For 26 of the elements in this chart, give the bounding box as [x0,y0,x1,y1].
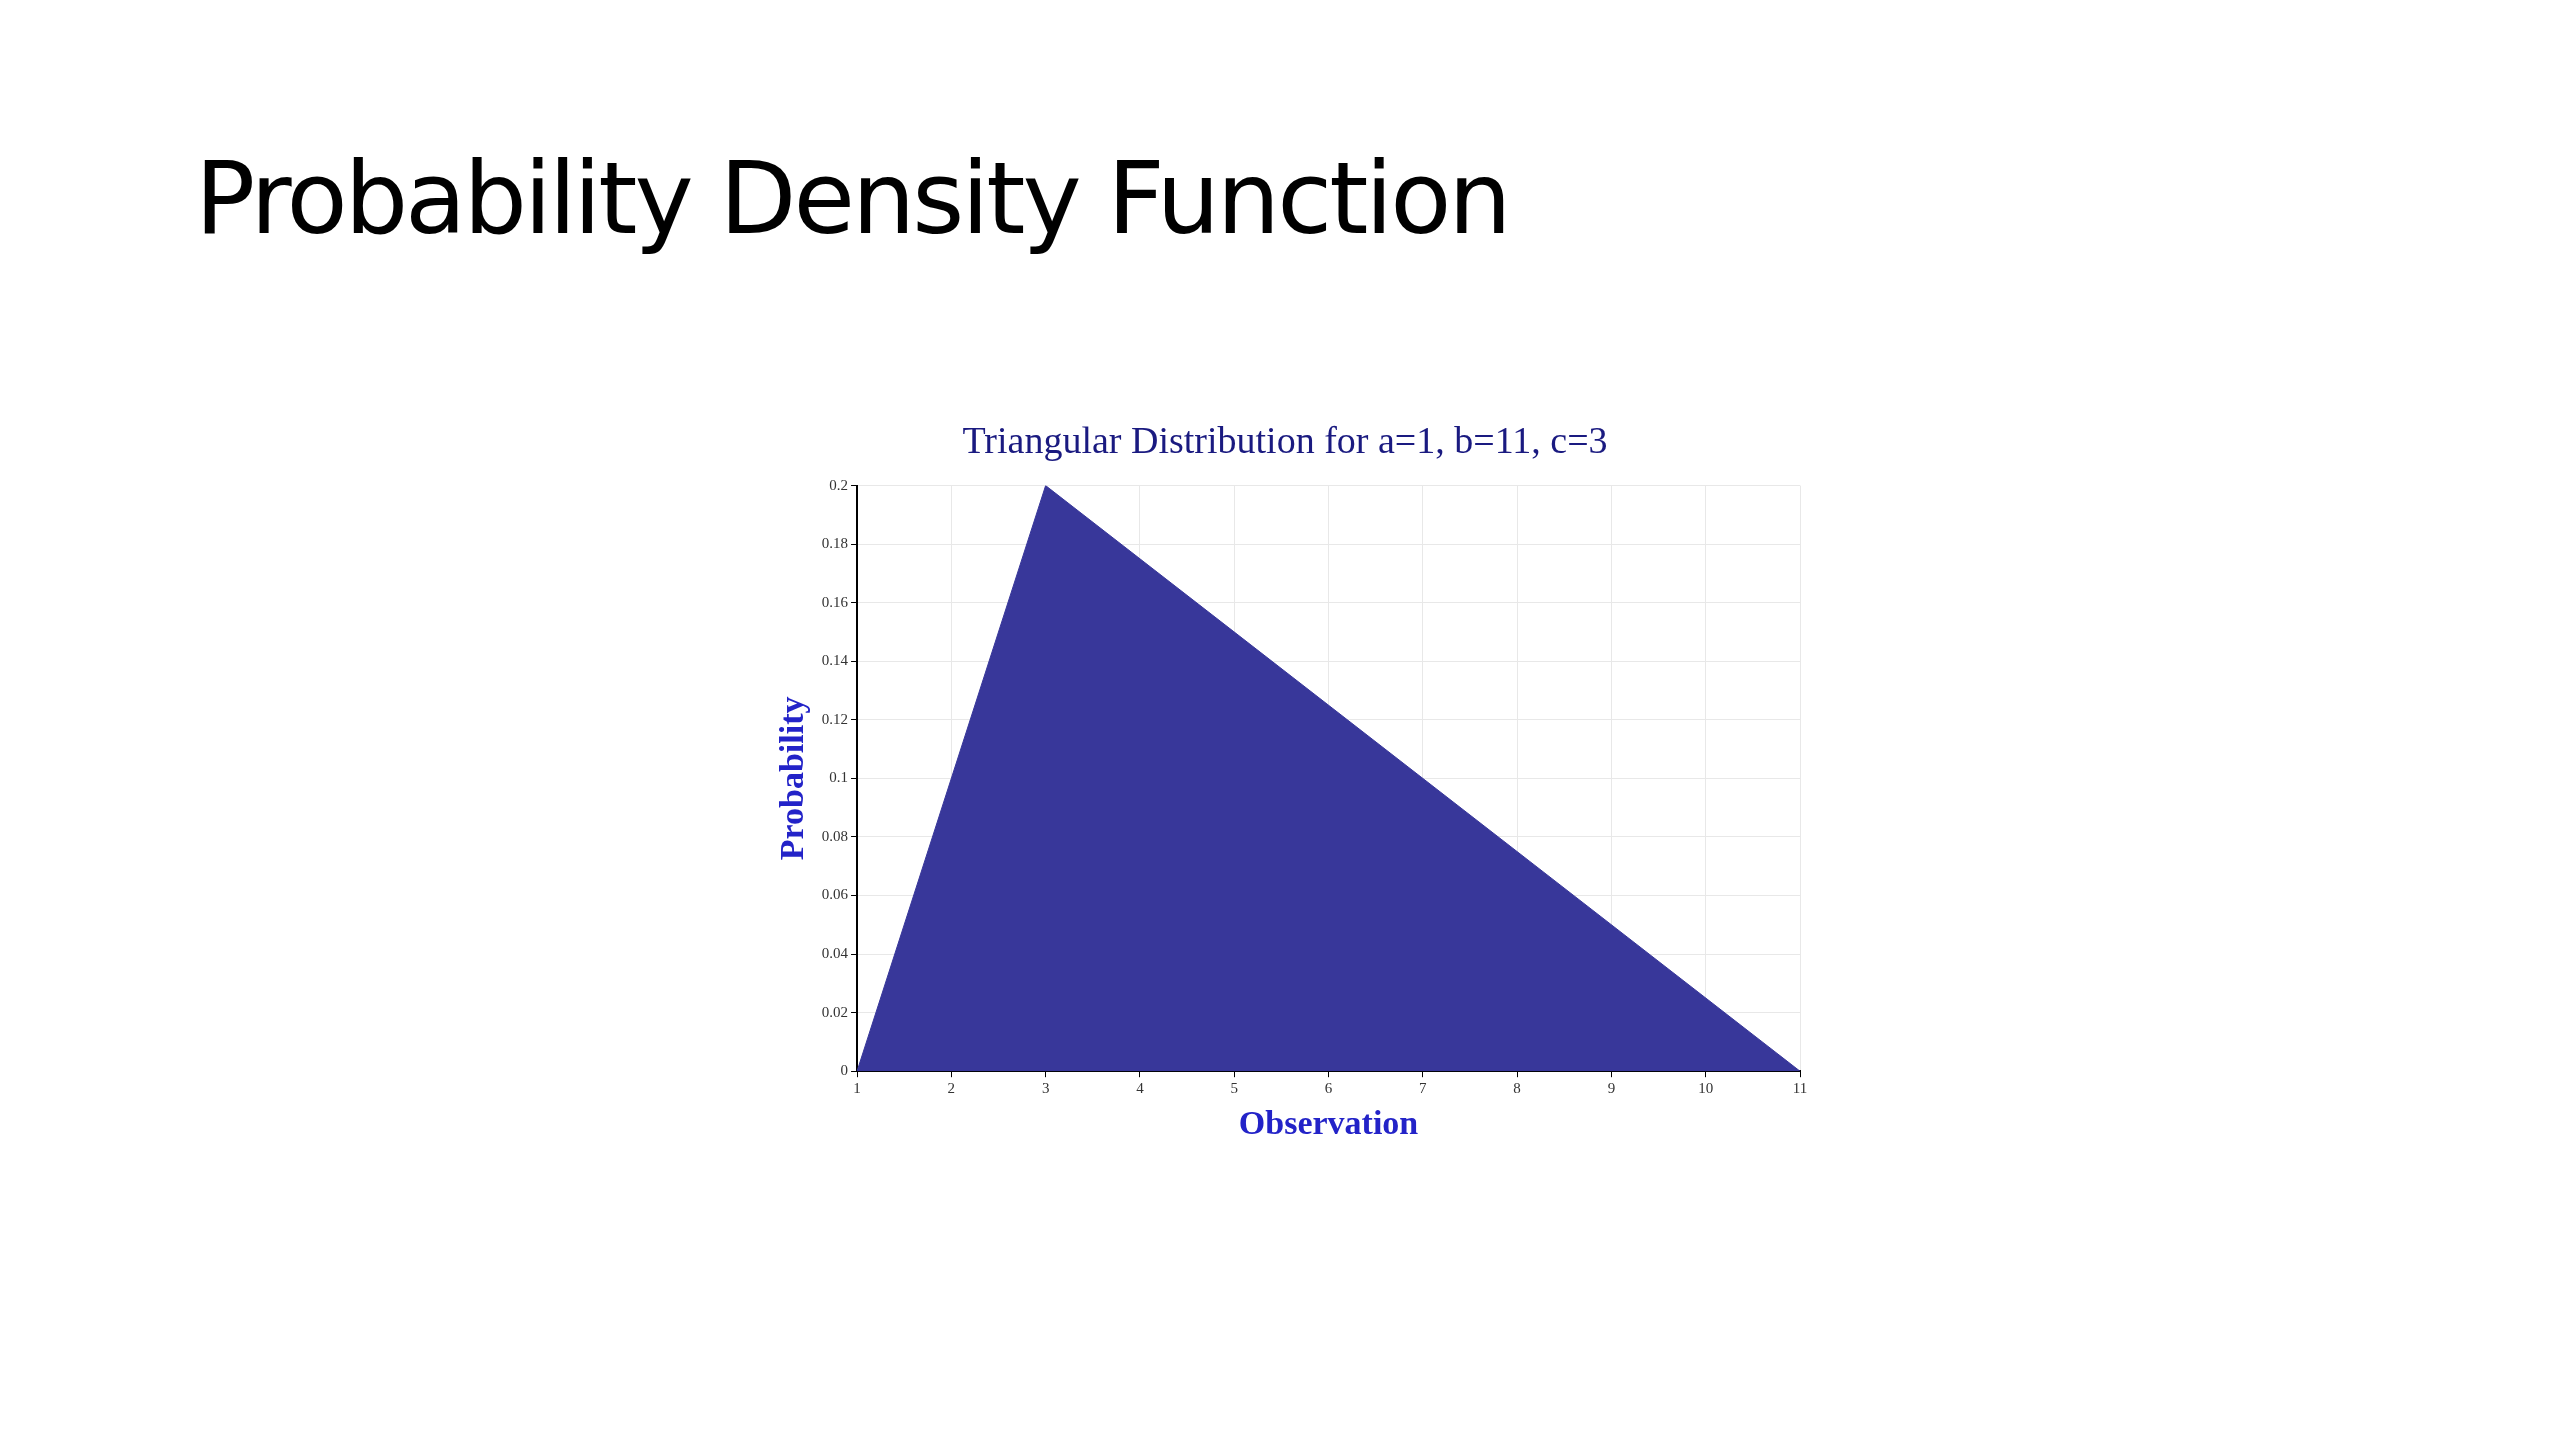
y-tick-label: 0.1 [829,769,849,786]
y-axis-title: Probability [773,696,811,861]
y-tick-label: 0.12 [821,710,849,727]
y-tick-label: 0.02 [821,1003,849,1020]
x-tick-label: 3 [1041,1080,1050,1097]
x-tick-label: 10 [1698,1080,1714,1097]
y-tick-label: 0.06 [821,886,849,903]
x-tick-label: 4 [1136,1080,1145,1097]
y-tick-label: 0.04 [821,945,849,962]
x-tick-label: 6 [1324,1080,1333,1097]
x-tick-label: 5 [1230,1080,1238,1097]
x-tick-label: 7 [1419,1080,1428,1097]
chart-title: Probability Density Function [195,140,1509,257]
x-tick-label: 8 [1513,1080,1521,1097]
x-axis-title: Observation [1238,1104,1419,1142]
y-tick-label: 0 [840,1062,849,1079]
y-tick-label: 0.16 [821,593,849,610]
x-tick-label: 9 [1607,1080,1616,1097]
x-tick-label: 2 [947,1080,956,1097]
x-tick-label: 11 [1792,1080,1808,1097]
y-tick-label: 0.08 [821,827,849,844]
x-tick-label: 1 [853,1080,861,1097]
chart-subtitle: Triangular Distribution for a=1, b=11, c=3 [962,418,1608,461]
y-tick-label: 0.18 [821,535,849,552]
y-tick-label: 0.14 [821,652,849,669]
y-tick-label: 0.2 [829,476,849,493]
